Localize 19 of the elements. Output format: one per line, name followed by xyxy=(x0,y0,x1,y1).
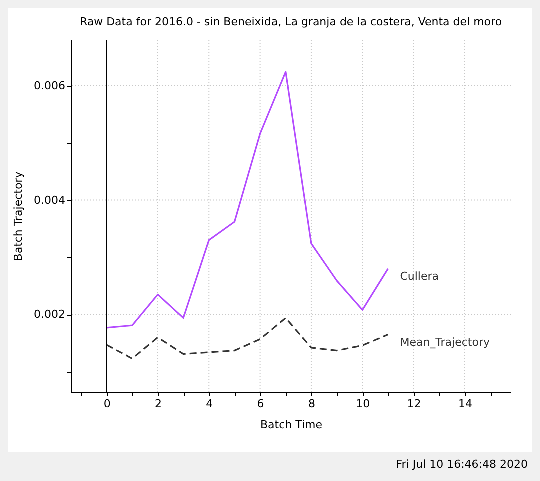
x-tick-label: 14 xyxy=(458,398,472,410)
y-tick-label: 0.002 xyxy=(34,308,66,322)
line-series xyxy=(106,317,390,360)
y-axis-title: Batch Trajectory xyxy=(12,171,26,262)
series-label: Cullera xyxy=(400,270,440,283)
x-tick-label: 2 xyxy=(154,398,162,410)
x-tick-label: 4 xyxy=(206,398,214,410)
line-series xyxy=(106,71,390,329)
text: Fri Jul 10 16:46:48 2020 xyxy=(395,457,529,471)
x-tick-label: 12 xyxy=(407,398,422,410)
x-tick-label: 6 xyxy=(257,398,264,410)
y-tick-label: 0.006 xyxy=(34,79,66,92)
x-axis-title: Batch Time xyxy=(260,418,323,432)
x-tick-label: 10 xyxy=(356,398,370,410)
series-label: Mean_Trajectory xyxy=(400,336,490,349)
y-tick-label: 0.004 xyxy=(34,194,66,207)
x-tick-label: 8 xyxy=(308,398,316,410)
chart-title: Raw Data for 2016.0 - sin Beneixida, La granja de la costera, Venta del moro xyxy=(80,15,502,28)
x-tick-label: 0 xyxy=(104,398,111,410)
